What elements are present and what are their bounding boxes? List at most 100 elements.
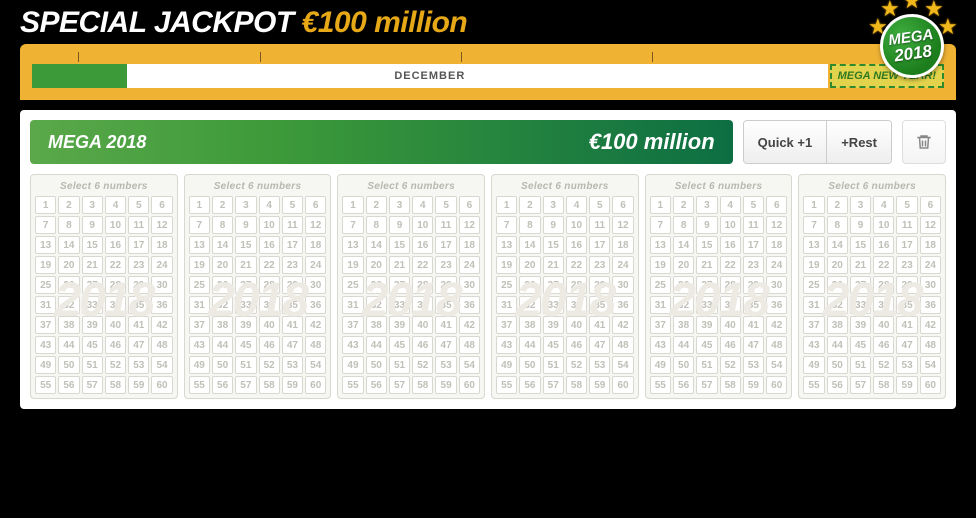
number-cell[interactable]: 6 xyxy=(459,196,480,214)
number-cell[interactable]: 18 xyxy=(305,236,326,254)
number-cell[interactable]: 55 xyxy=(496,376,517,394)
number-cell[interactable]: 18 xyxy=(766,236,787,254)
number-cell[interactable]: 37 xyxy=(189,316,210,334)
number-cell[interactable]: 39 xyxy=(696,316,717,334)
number-cell[interactable]: 47 xyxy=(282,336,303,354)
number-cell[interactable]: 29 xyxy=(743,276,764,294)
number-cell[interactable]: 17 xyxy=(589,236,610,254)
number-cell[interactable]: 34 xyxy=(412,296,433,314)
number-cell[interactable]: 45 xyxy=(389,336,410,354)
number-cell[interactable]: 39 xyxy=(82,316,103,334)
number-cell[interactable]: 42 xyxy=(920,316,941,334)
number-cell[interactable]: 34 xyxy=(720,296,741,314)
number-cell[interactable]: 9 xyxy=(82,216,103,234)
number-cell[interactable]: 11 xyxy=(743,216,764,234)
number-cell[interactable]: 20 xyxy=(366,256,387,274)
number-cell[interactable]: 15 xyxy=(82,236,103,254)
number-cell[interactable]: 27 xyxy=(82,276,103,294)
number-cell[interactable]: 6 xyxy=(920,196,941,214)
number-cell[interactable]: 14 xyxy=(366,236,387,254)
number-cell[interactable]: 6 xyxy=(305,196,326,214)
number-cell[interactable]: 28 xyxy=(259,276,280,294)
number-cell[interactable]: 51 xyxy=(82,356,103,374)
number-cell[interactable]: 41 xyxy=(896,316,917,334)
number-cell[interactable]: 3 xyxy=(850,196,871,214)
number-cell[interactable]: 30 xyxy=(766,276,787,294)
number-cell[interactable]: 46 xyxy=(259,336,280,354)
number-cell[interactable]: 29 xyxy=(896,276,917,294)
number-cell[interactable]: 45 xyxy=(235,336,256,354)
number-cell[interactable]: 51 xyxy=(696,356,717,374)
number-cell[interactable]: 44 xyxy=(212,336,233,354)
number-cell[interactable]: 14 xyxy=(673,236,694,254)
number-cell[interactable]: 52 xyxy=(259,356,280,374)
number-cell[interactable]: 6 xyxy=(612,196,633,214)
number-cell[interactable]: 42 xyxy=(766,316,787,334)
number-cell[interactable]: 36 xyxy=(920,296,941,314)
number-cell[interactable]: 59 xyxy=(128,376,149,394)
number-cell[interactable]: 43 xyxy=(496,336,517,354)
number-cell[interactable]: 24 xyxy=(612,256,633,274)
number-cell[interactable]: 41 xyxy=(743,316,764,334)
number-cell[interactable]: 60 xyxy=(459,376,480,394)
number-cell[interactable]: 10 xyxy=(720,216,741,234)
number-cell[interactable]: 16 xyxy=(105,236,126,254)
number-cell[interactable]: 35 xyxy=(435,296,456,314)
number-cell[interactable]: 59 xyxy=(589,376,610,394)
number-cell[interactable]: 8 xyxy=(58,216,79,234)
number-cell[interactable]: 53 xyxy=(896,356,917,374)
number-cell[interactable]: 55 xyxy=(650,376,671,394)
number-cell[interactable]: 60 xyxy=(612,376,633,394)
number-cell[interactable]: 3 xyxy=(543,196,564,214)
number-cell[interactable]: 46 xyxy=(412,336,433,354)
number-cell[interactable]: 27 xyxy=(543,276,564,294)
number-cell[interactable]: 51 xyxy=(389,356,410,374)
number-cell[interactable]: 48 xyxy=(151,336,172,354)
number-cell[interactable]: 51 xyxy=(235,356,256,374)
number-cell[interactable]: 16 xyxy=(566,236,587,254)
number-cell[interactable]: 8 xyxy=(673,216,694,234)
number-cell[interactable]: 2 xyxy=(212,196,233,214)
number-cell[interactable]: 4 xyxy=(873,196,894,214)
number-cell[interactable]: 38 xyxy=(212,316,233,334)
number-cell[interactable]: 19 xyxy=(803,256,824,274)
number-cell[interactable]: 60 xyxy=(151,376,172,394)
number-cell[interactable]: 43 xyxy=(803,336,824,354)
number-cell[interactable]: 4 xyxy=(259,196,280,214)
number-cell[interactable]: 14 xyxy=(212,236,233,254)
number-cell[interactable]: 8 xyxy=(366,216,387,234)
number-cell[interactable]: 53 xyxy=(589,356,610,374)
number-cell[interactable]: 30 xyxy=(305,276,326,294)
number-cell[interactable]: 35 xyxy=(589,296,610,314)
number-cell[interactable]: 39 xyxy=(543,316,564,334)
number-cell[interactable]: 21 xyxy=(850,256,871,274)
number-cell[interactable]: 6 xyxy=(151,196,172,214)
number-cell[interactable]: 4 xyxy=(566,196,587,214)
number-cell[interactable]: 8 xyxy=(212,216,233,234)
number-cell[interactable]: 60 xyxy=(305,376,326,394)
number-cell[interactable]: 31 xyxy=(35,296,56,314)
number-cell[interactable]: 16 xyxy=(412,236,433,254)
number-cell[interactable]: 44 xyxy=(58,336,79,354)
number-cell[interactable]: 37 xyxy=(35,316,56,334)
number-cell[interactable]: 52 xyxy=(566,356,587,374)
number-cell[interactable]: 10 xyxy=(259,216,280,234)
number-cell[interactable]: 45 xyxy=(543,336,564,354)
number-cell[interactable]: 59 xyxy=(282,376,303,394)
number-cell[interactable]: 14 xyxy=(827,236,848,254)
number-cell[interactable]: 39 xyxy=(235,316,256,334)
number-cell[interactable]: 48 xyxy=(612,336,633,354)
number-cell[interactable]: 40 xyxy=(566,316,587,334)
number-cell[interactable]: 54 xyxy=(305,356,326,374)
number-cell[interactable]: 27 xyxy=(696,276,717,294)
number-cell[interactable]: 48 xyxy=(920,336,941,354)
number-cell[interactable]: 17 xyxy=(743,236,764,254)
number-cell[interactable]: 14 xyxy=(519,236,540,254)
number-cell[interactable]: 58 xyxy=(873,376,894,394)
number-cell[interactable]: 55 xyxy=(342,376,363,394)
number-cell[interactable]: 40 xyxy=(259,316,280,334)
number-cell[interactable]: 15 xyxy=(543,236,564,254)
number-cell[interactable]: 22 xyxy=(259,256,280,274)
number-cell[interactable]: 36 xyxy=(612,296,633,314)
number-cell[interactable]: 49 xyxy=(35,356,56,374)
